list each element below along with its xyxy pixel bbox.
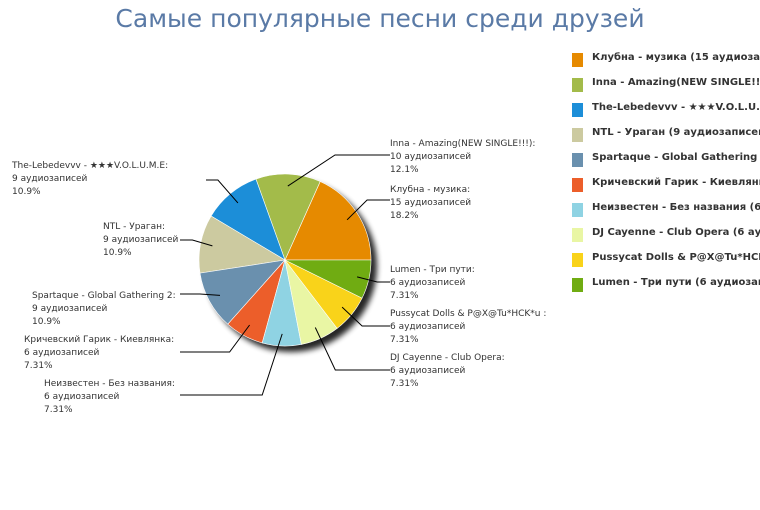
callout-count: 6 аудиозаписей [390, 322, 466, 332]
legend-label: Inna - Amazing(NEW SINGLE!!!) (10 аудиоз… [592, 77, 760, 88]
legend-item: Pussycat Dolls & P@X@Tu*HCK*u (6 аудиоза… [568, 250, 760, 275]
callout-percent: 7.31% [44, 405, 73, 415]
legend-swatch [572, 78, 583, 92]
legend-item: Lumen - Три пути (6 аудиозаписей) [568, 275, 760, 300]
legend-item: Inna - Amazing(NEW SINGLE!!!) (10 аудиоз… [568, 75, 760, 100]
callout-line [287, 154, 390, 187]
callout-percent: 7.31% [390, 379, 419, 389]
callout-label: NTL - Ураган: [103, 222, 165, 232]
callout-line [314, 327, 390, 371]
callout-line [180, 293, 221, 296]
callout-label: DJ Cayenne - Club Opera: [390, 353, 505, 363]
legend-item: NTL - Ураган (9 аудиозаписей) [568, 125, 760, 150]
legend-item: Spartaque - Global Gathering 2 (9 аудиоз… [568, 150, 760, 175]
legend-swatch [572, 203, 583, 217]
legend-swatch [572, 153, 583, 167]
legend-label: Кричевский Гарик - Киевлянка (6 аудиозап… [592, 177, 760, 188]
callout-percent: 10.9% [103, 248, 132, 258]
callout-label: Inna - Amazing(NEW SINGLE!!!): [390, 139, 535, 149]
callout-label: Кричевский Гарик - Киевлянка: [24, 335, 174, 345]
callout-line [341, 306, 390, 327]
chart-title: Самые популярные песни среди друзей [115, 4, 645, 33]
callout-line [180, 333, 283, 396]
callout-percent: 7.31% [390, 335, 419, 345]
legend-item: Кричевский Гарик - Киевлянка (6 аудиозап… [568, 175, 760, 200]
legend-swatch [572, 128, 583, 142]
legend-swatch [572, 278, 583, 292]
legend-swatch [572, 253, 583, 267]
callout-count: 6 аудиозаписей [390, 366, 466, 376]
callout-label: Lumen - Три пути: [390, 265, 475, 275]
callout-count: 15 аудиозаписей [390, 198, 471, 208]
pie-slices [198, 173, 372, 347]
callout-percent: 7.31% [390, 291, 419, 301]
legend-item: The-Lebedevvv - ★★★V.O.L.U.M.E. (9 аудио… [568, 100, 760, 125]
legend-label: Клубна - музика (15 аудиозаписей) [592, 52, 760, 63]
legend-label: Неизвестен - Без названия (6 аудиозаписе… [592, 202, 760, 213]
legend-label: The-Lebedevvv - ★★★V.O.L.U.M.E. (9 аудио… [592, 102, 760, 113]
legend-label: Lumen - Три пути (6 аудиозаписей) [592, 277, 760, 288]
legend-item: Неизвестен - Без названия (6 аудиозаписе… [568, 200, 760, 225]
legend-item: Клубна - музика (15 аудиозаписей) [568, 50, 760, 75]
callout-percent: 10.9% [12, 187, 41, 197]
legend-swatch [572, 53, 583, 67]
pie-slice [255, 173, 321, 261]
callout-label: Spartaque - Global Gathering 2: [32, 291, 176, 301]
callout-label: The-Lebedevvv - ★★★V.O.L.U.M.E: [11, 161, 168, 171]
callout-count: 6 аудиозаписей [44, 392, 120, 402]
callout-count: 10 аудиозаписей [390, 152, 471, 162]
callout-count: 9 аудиозаписей [32, 304, 108, 314]
callout-line [180, 324, 251, 353]
callout-label: Pussycat Dolls & P@X@Tu*HCK*u : [390, 309, 546, 319]
callout-percent: 12.1% [390, 165, 419, 175]
callout-count: 9 аудиозаписей [103, 235, 179, 245]
legend-swatch [572, 228, 583, 242]
callout-label: Неизвестен - Без названия: [44, 379, 175, 389]
callout-line [180, 239, 213, 247]
callout-count: 9 аудиозаписей [12, 174, 88, 184]
callout-label: Клубна - музика: [390, 185, 470, 195]
callout-percent: 7.31% [24, 361, 53, 371]
legend-item: DJ Cayenne - Club Opera (6 аудиозаписей) [568, 225, 760, 250]
legend-label: DJ Cayenne - Club Opera (6 аудиозаписей) [592, 227, 760, 238]
callout-line [346, 199, 390, 221]
legend-swatch [572, 103, 583, 117]
callout-line [206, 179, 239, 204]
pie-callouts: Клубна - музика: 15 аудиозаписей 18.2% Inna… [11, 139, 546, 415]
pie-chart: Клубна - музика: 15 аудиозаписей 18.2% Inna… [11, 139, 546, 415]
pie-slice [284, 181, 372, 261]
callout-count: 6 аудиозаписей [390, 278, 466, 288]
legend-label: Pussycat Dolls & P@X@Tu*HCK*u (6 аудиоза… [592, 252, 760, 263]
callout-percent: 10.9% [32, 317, 61, 327]
callout-line [356, 276, 390, 283]
legend: Клубна - музика (15 аудиозаписей) Inna - … [568, 50, 760, 300]
callout-count: 6 аудиозаписей [24, 348, 100, 358]
legend-label: Spartaque - Global Gathering 2 (9 аудиоз… [592, 152, 760, 163]
legend-swatch [572, 178, 583, 192]
legend-label: NTL - Ураган (9 аудиозаписей) [592, 127, 760, 138]
callout-percent: 18.2% [390, 211, 419, 221]
